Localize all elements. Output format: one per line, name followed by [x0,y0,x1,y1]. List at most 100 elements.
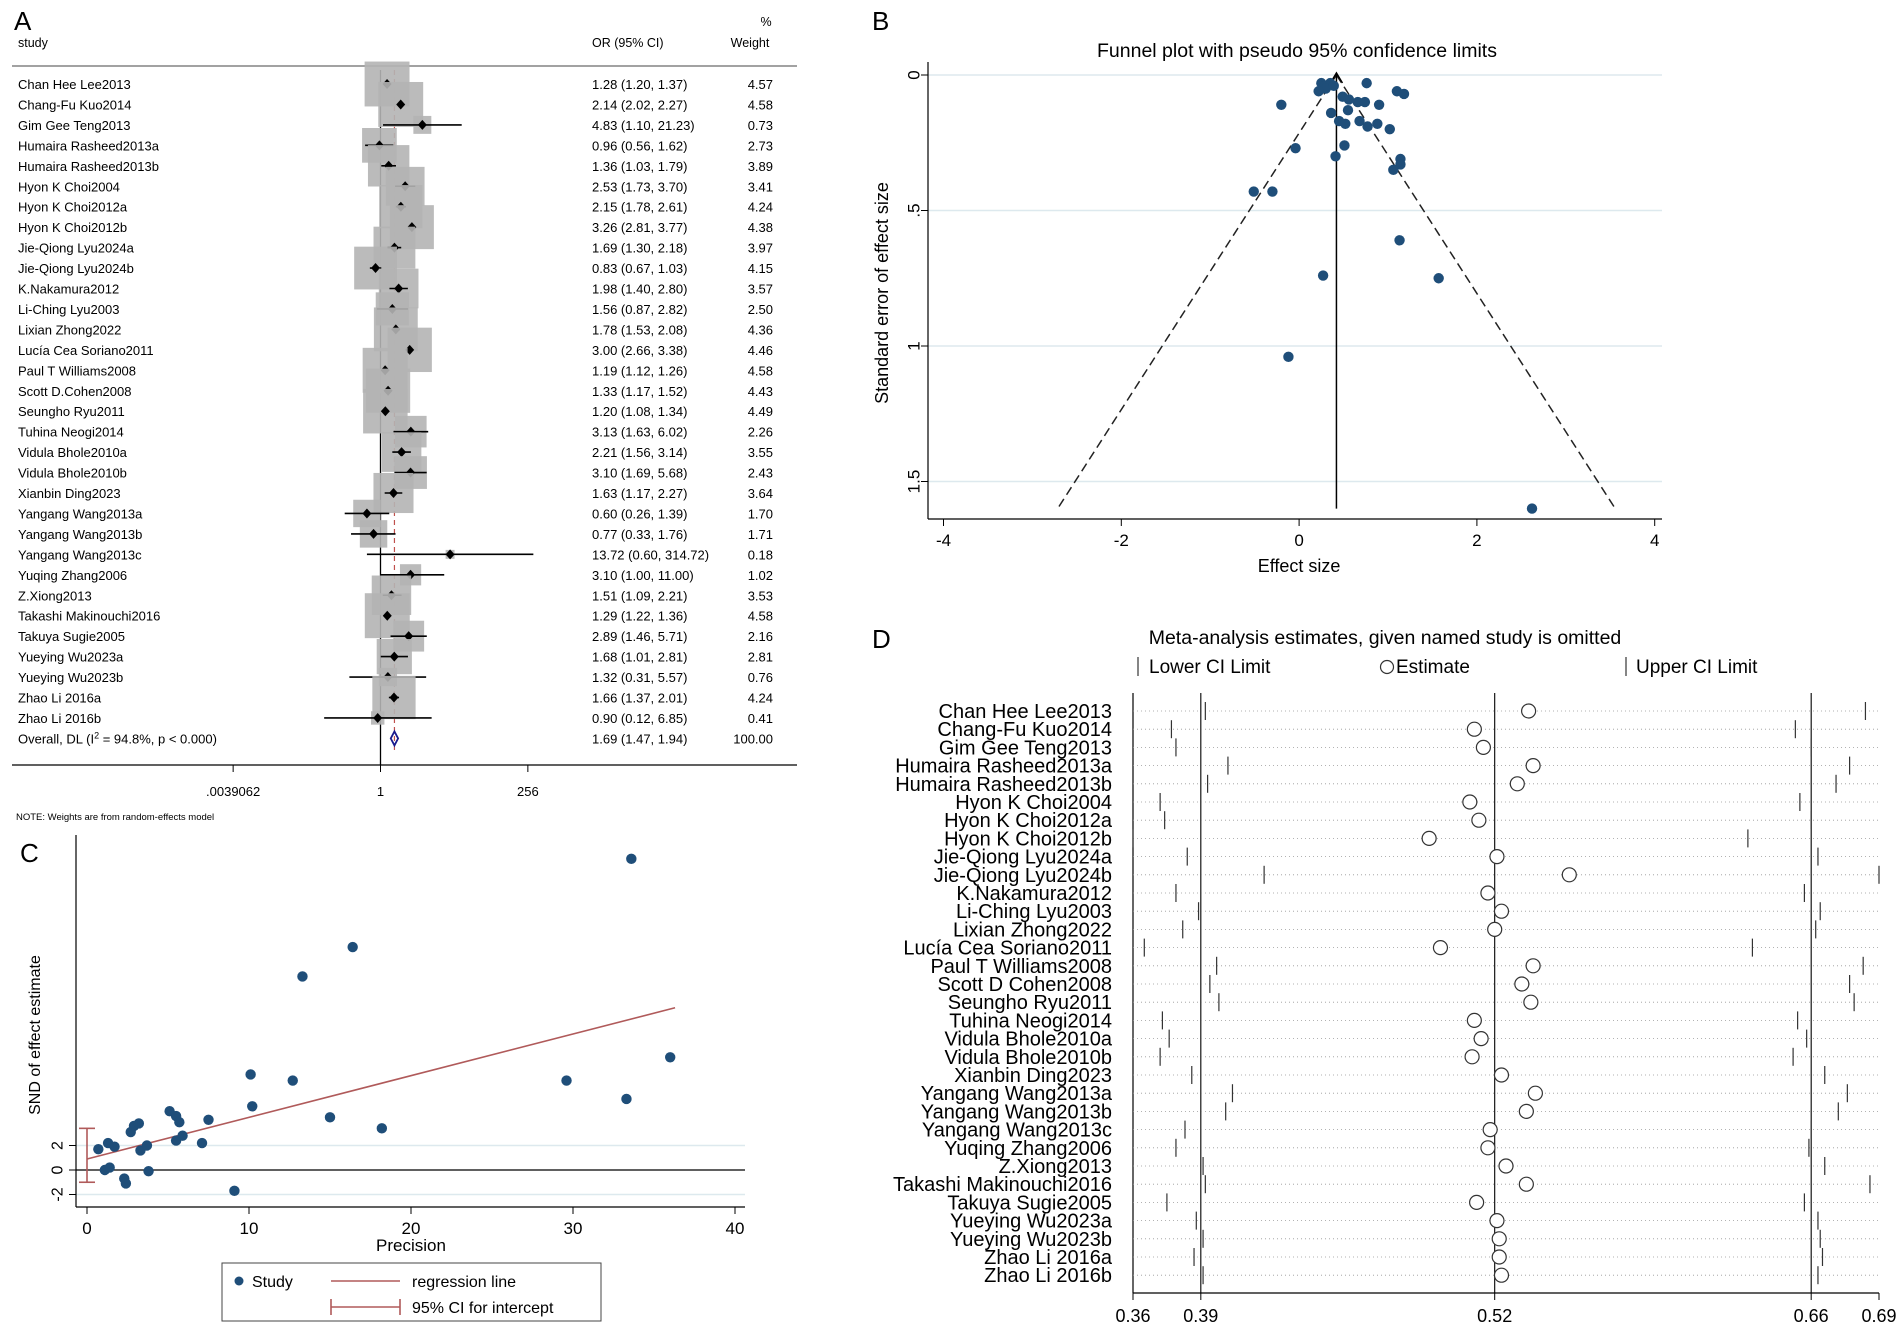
funnel-point [1395,159,1406,170]
legend: Study regression line 95% CI for intercept [221,1262,602,1322]
estimate-marker [1518,1103,1534,1120]
funnel-point [1248,186,1259,197]
overall-weight: 100.00 [733,731,773,746]
study-row-zhao-li-2016b: Zhao Li 2016b 0.90 (0.12, 6.85) 0.41 [18,711,773,726]
sensitivity-row-vidula-bhole2010b: Vidula Bhole2010b [944,1047,1879,1069]
study-name: Jie-Qiong Lyu2024a [18,241,135,256]
row-label: Jie-Qiong Lyu2024b [934,865,1112,887]
x-tick-label: 0 [82,1219,91,1238]
funnel-point [1373,99,1385,111]
study-ci-text: 0.77 (0.33, 1.76) [592,527,687,542]
study-ci-text: 2.53 (1.73, 3.70) [592,179,687,194]
study-ci-text: 1.69 (1.30, 2.18) [592,241,687,256]
study-name: Chang-Fu Kuo2014 [18,97,131,112]
study-weight: 4.38 [748,220,773,235]
estimate-marker [1471,812,1487,828]
estimate-marker [1514,976,1530,992]
egger-point [109,1141,120,1152]
sensitivity-row-paul-t-williams2008: Paul T Williams2008 [930,956,1879,978]
study-weight: 2.73 [748,138,773,153]
row-label: Zhao Li 2016a [984,1247,1113,1269]
footnote: NOTE: Weights are from random-effects mo… [16,812,214,823]
study-ci-text: 1.63 (1.17, 2.27) [592,486,687,501]
sensitivity-row-zhao-li-2016b: Zhao Li 2016b [984,1265,1879,1287]
legend-regression-label: regression line [412,1274,516,1291]
panel-b-label: B [872,6,889,36]
study-weight: 0.76 [748,670,773,685]
estimate-marker [1421,830,1437,847]
study-name: Lucía Cea Soriano2011 [18,343,154,358]
study-weight: 3.41 [748,179,773,194]
estimate-marker [1462,794,1478,810]
x-axis-label: Precision [376,1236,446,1255]
legend-study-marker [234,1276,244,1286]
study-ci-text: 3.26 (2.81, 3.77) [592,220,687,235]
row-label: Zhao Li 2016b [984,1265,1112,1287]
study-weight: 2.16 [748,629,773,644]
estimate-marker [1525,958,1541,974]
study-ci-text: 0.60 (0.26, 1.39) [592,506,687,521]
egger-point [626,853,637,865]
sensitivity-row-yangang-wang2013a: Yangang Wang2013a [921,1083,1879,1105]
panel-c-label: C [20,838,39,868]
study-ci-text: 0.96 (0.56, 1.62) [592,138,687,153]
estimate-marker [1466,721,1482,737]
study-weight: 1.70 [748,506,773,521]
funnel-point [1359,96,1371,108]
estimate-marker [1475,739,1491,756]
funnel-point [1342,105,1354,116]
point-estimate [445,549,455,560]
funnel-point [1325,107,1337,119]
study-weight: 4.36 [748,322,773,337]
study-name: Vidula Bhole2010a [18,445,128,460]
point-estimate [373,712,383,723]
study-name: Seungho Ryu2011 [18,404,125,419]
study-row-yangang-wang2013a: Yangang Wang2013a 0.60 (0.26, 1.39) 1.70 [18,499,773,528]
study-ci-text: 1.20 (1.08, 1.34) [592,404,687,419]
estimate-marker [1518,1176,1534,1192]
x-tick-label: -4 [936,531,951,550]
sensitivity-row-yueying-wu2023b: Yueying Wu2023b [950,1229,1879,1251]
row-label: Paul T Williams2008 [930,956,1112,978]
funnel-point [1276,99,1287,111]
row-label: Scott D Cohen2008 [937,974,1112,996]
study-name: Hyon K Choi2012a [18,200,128,215]
egger-point [93,1143,104,1155]
x-tick-label: 1 [377,784,384,799]
study-name: Chan Hee Lee2013 [18,77,131,92]
estimate-marker [1525,757,1541,774]
sensitivity-row-humaira-rasheed2013a: Humaira Rasheed2013a [895,756,1879,778]
estimate-marker [1464,1049,1480,1065]
egger-point [203,1114,214,1125]
study-weight: 3.89 [748,159,773,174]
panel-b-funnel-plot: Funnel plot with pseudo 95% confidence l… [872,40,1662,576]
sensitivity-row-jie-qiong-lyu2024b: Jie-Qiong Lyu2024b [934,865,1880,887]
point-estimate [389,651,399,662]
estimate-marker [1491,1231,1507,1247]
study-name: Hyon K Choi2004 [18,179,120,194]
funnel-title: Funnel plot with pseudo 95% confidence l… [1097,40,1497,62]
estimate-marker [1489,848,1505,865]
row-label: Hyon K Choi2004 [955,792,1112,814]
study-weight: 2.26 [748,425,773,440]
egger-point [665,1052,676,1063]
study-weight: 4.58 [748,363,773,378]
study-row-gim-gee-teng2013: Gim Gee Teng2013 4.83 (1.10, 21.23) 0.73 [18,115,773,134]
study-weight: 1.02 [748,568,773,583]
egger-point [245,1069,256,1080]
point-estimate [369,528,379,539]
row-label: Humaira Rasheed2013b [895,774,1112,796]
sensitivity-row-lixian-zhong2022: Lixian Zhong2022 [953,919,1879,941]
row-label: Chan Hee Lee2013 [939,701,1112,723]
funnel-point [1433,273,1444,284]
egger-point [120,1178,132,1189]
row-label: Li-Ching Lyu2003 [956,901,1112,923]
study-row-yueying-wu2023b: Yueying Wu2023b 1.32 (0.31, 5.57) 0.76 [18,667,773,687]
study-name: Yuqing Zhang2006 [18,568,127,583]
study-ci-text: 1.98 (1.40, 2.80) [592,282,687,297]
egger-point [287,1075,298,1086]
pseudo-ci-right [1335,74,1616,510]
x-tick-label: 256 [517,784,539,799]
sensitivity-row-yueying-wu2023a: Yueying Wu2023a [950,1211,1879,1233]
row-label: Z.Xiong2013 [999,1156,1112,1178]
